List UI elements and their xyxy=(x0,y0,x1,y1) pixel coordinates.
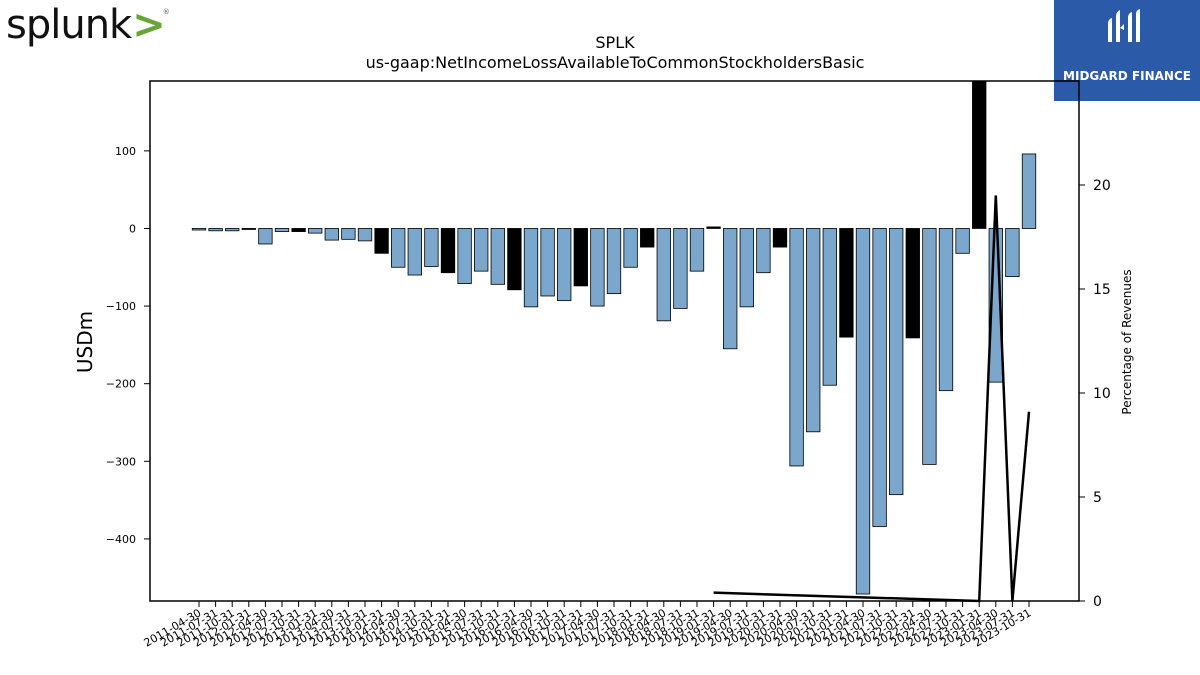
y-tick-label: 0 xyxy=(129,222,136,235)
y2-tick-label: 10 xyxy=(1093,386,1111,402)
bar-2019-10-31 xyxy=(756,228,771,274)
x-axis: 2011-04-302011-07-312011-10-312012-01-31… xyxy=(142,601,1034,650)
bar-2011-10-31 xyxy=(225,228,240,232)
y-axis-label: USDm xyxy=(73,311,97,373)
logo-text: splunk xyxy=(6,2,132,48)
bar-2016-04-30 xyxy=(523,228,539,308)
bar-2016-07-31 xyxy=(540,228,555,297)
bar-2012-10-31 xyxy=(291,228,306,232)
bar-2012-01-31 xyxy=(241,228,256,230)
midgard-finance-badge: MIDGARD FINANCE xyxy=(1054,0,1200,101)
bar-2018-01-31 xyxy=(640,228,655,248)
bar-2022-01-31 xyxy=(905,228,920,339)
bar-2022-04-30 xyxy=(922,228,937,465)
y-tick-label: 100 xyxy=(115,145,136,158)
bar-2011-04-30 xyxy=(191,228,207,231)
y2-tick-label: 20 xyxy=(1093,178,1111,194)
y2-axis: 0 5 10 15 20 xyxy=(1079,178,1111,610)
bar-2018-04-30 xyxy=(656,228,671,322)
bar-2021-10-31 xyxy=(889,228,904,496)
bar-2014-10-31 xyxy=(424,228,439,267)
bar-2020-07-31 xyxy=(806,228,821,433)
logo-registered: ® xyxy=(162,8,170,16)
midgard-emblem-icon xyxy=(1108,9,1140,42)
bar-2023-07-31 xyxy=(1005,228,1020,277)
bar-2019-07-31 xyxy=(739,228,754,308)
splunk-logo: splunk> ® xyxy=(6,2,170,48)
percentage-line xyxy=(713,195,1031,603)
y-tick-label: −300 xyxy=(106,455,136,468)
chart-title: SPLK xyxy=(595,33,635,52)
bar-2013-04-30 xyxy=(324,228,339,241)
bar-2020-01-31 xyxy=(772,228,788,248)
bar-2017-01-31 xyxy=(573,228,588,287)
bar-2015-04-30 xyxy=(457,228,472,284)
bar-2015-01-31 xyxy=(440,228,456,274)
logo-chevron: > xyxy=(132,2,166,48)
bar-2019-01-31 xyxy=(706,226,721,229)
bar-2020-10-31 xyxy=(822,228,837,386)
bar-2018-07-31 xyxy=(673,228,688,309)
y-tick-label: −200 xyxy=(106,378,136,391)
bar-2012-07-31 xyxy=(274,228,290,232)
bar-2017-04-30 xyxy=(590,228,605,307)
bar-2012-04-30 xyxy=(258,228,273,245)
bar-2023-10-31 xyxy=(1021,153,1037,229)
bar-2015-07-31 xyxy=(474,228,489,272)
bar-2014-01-31 xyxy=(374,228,389,254)
bar-2013-10-31 xyxy=(357,228,373,242)
bar-2014-04-30 xyxy=(391,228,406,268)
brand-name: MIDGARD FINANCE xyxy=(1063,69,1191,83)
bar-2016-01-31 xyxy=(507,228,522,291)
chart-subtitle: us-gaap:NetIncomeLossAvailableToCommonSt… xyxy=(366,53,865,72)
line-layer xyxy=(713,195,1031,603)
bar-2023-01-31 xyxy=(972,80,987,229)
y2-tick-label: 0 xyxy=(1093,594,1102,610)
y-axis: 100 0 −100 −200 −300 −400 xyxy=(106,145,150,546)
bar-2017-07-31 xyxy=(606,228,622,295)
y-tick-label: −400 xyxy=(106,533,136,546)
y2-axis-label: Percentage of Revenues xyxy=(1120,269,1134,414)
bar-2011-07-31 xyxy=(208,228,223,232)
bar-2021-07-31 xyxy=(872,228,887,527)
bar-2022-07-31 xyxy=(938,228,954,392)
bar-2014-07-31 xyxy=(407,228,422,276)
bar-2020-04-30 xyxy=(789,228,804,467)
y-tick-label: −100 xyxy=(106,300,136,313)
bar-2016-10-31 xyxy=(557,228,572,302)
bar-2022-10-31 xyxy=(955,228,970,254)
bar-2018-10-31 xyxy=(689,228,705,272)
bar-2019-04-30 xyxy=(723,228,738,350)
bar-2021-01-31 xyxy=(839,228,854,338)
y2-tick-label: 15 xyxy=(1093,282,1111,298)
bar-2013-07-31 xyxy=(341,228,356,240)
bar-2015-10-31 xyxy=(490,228,505,285)
bars-layer xyxy=(191,80,1037,595)
bar-2017-10-31 xyxy=(623,228,638,268)
y2-tick-label: 5 xyxy=(1093,490,1102,506)
bar-2013-01-31 xyxy=(308,228,323,234)
bar-2021-04-30 xyxy=(855,228,871,595)
